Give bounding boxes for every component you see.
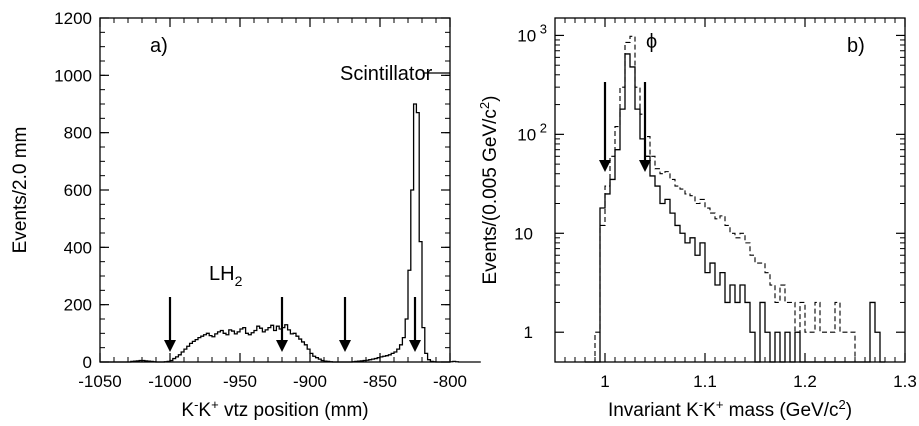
x-tick-label-a: -950 xyxy=(223,372,257,391)
y-tick-label-b: 10 2 xyxy=(517,120,547,144)
ylabel-b-sup: 2 xyxy=(477,102,492,109)
x-tick-label-a: -800 xyxy=(433,372,467,391)
cut-arrowhead-b xyxy=(599,160,611,172)
xlabel-b-end: ) xyxy=(846,400,852,421)
xlabel-a-sup2: + xyxy=(211,397,219,412)
x-axis-title-b: Invariant K-K+ mass (GeV/c2) xyxy=(608,397,852,421)
y-tick-label-a: 1000 xyxy=(54,66,92,85)
y-axis-title-b: Events/(0.005 GeV/c2) xyxy=(477,96,501,285)
xlabel-b-post: mass (GeV/c xyxy=(723,400,838,421)
x-tick-label-b: 1 xyxy=(600,372,609,391)
annotation-lh2: LH2 xyxy=(209,263,243,289)
x-tick-label-a: -850 xyxy=(363,372,397,391)
y-tick-exp-b: 2 xyxy=(536,120,547,135)
y-tick-exp-b: 3 xyxy=(536,21,547,36)
histogram-vtz xyxy=(100,103,481,363)
x-tick-label-b: 1.1 xyxy=(693,372,717,391)
panel-a: -1050 -1000 -950 -900 -850 -80002004006008001… xyxy=(10,9,481,421)
y-tick-label-a: 800 xyxy=(64,124,92,143)
y-tick-label-b: 1 xyxy=(524,323,533,342)
panel-label-b: b) xyxy=(847,35,865,57)
xlabel-b-mid: K xyxy=(703,400,716,421)
y-tick-label-a: 400 xyxy=(64,238,92,257)
ylabel-b-end: ) xyxy=(480,96,501,102)
x-axis-title-a: K-K+ vtz position (mm) xyxy=(181,397,368,421)
histogram-mass-dashed xyxy=(585,35,885,363)
xlabel-a-mid: K xyxy=(198,400,211,421)
lh2-sub: 2 xyxy=(235,273,243,289)
cut-arrowhead-a xyxy=(164,340,176,352)
lh2-base: LH xyxy=(209,263,235,285)
cut-arrowhead-b xyxy=(639,160,651,172)
cut-arrowhead-a xyxy=(276,340,288,352)
annotation-scintillator: Scintillator xyxy=(340,63,433,85)
plot-frame-b xyxy=(554,17,906,363)
x-tick-label-a: -1000 xyxy=(148,372,191,391)
y-tick-label-a: 200 xyxy=(64,296,92,315)
x-tick-label-b: 1.2 xyxy=(793,372,817,391)
x-tick-label-a: -900 xyxy=(293,372,327,391)
histogram-mass-solid xyxy=(585,53,885,363)
cut-arrowhead-a xyxy=(409,340,421,352)
cut-arrows-a xyxy=(164,72,450,352)
y-tick-base-b: 10 xyxy=(517,125,536,144)
xlabel-a-sup1: - xyxy=(194,397,198,412)
x-tick-label-b: 1.3 xyxy=(893,372,917,391)
y-tick-base-b: 1 xyxy=(524,323,533,342)
y-tick-label-a: 0 xyxy=(83,353,92,372)
ticks-a: -1050 -1000 -950 -900 -850 -800 0 200 400 600 800 1… xyxy=(54,9,467,391)
y-axis-title-a: Events/2.0 mm xyxy=(10,127,31,254)
y-tick-label-a: 600 xyxy=(64,181,92,200)
panel-label-a: a) xyxy=(150,35,168,57)
cut-arrows-b xyxy=(599,82,651,172)
xlabel-b-pre: Invariant K xyxy=(608,400,699,421)
x-tick-label-a: -1050 xyxy=(78,372,121,391)
xlabel-b-sup2: + xyxy=(716,397,724,412)
ylabel-b-pre: Events/(0.005 GeV/c xyxy=(480,109,501,284)
y-tick-base-b: 10 xyxy=(517,26,536,45)
xlabel-a-pre: K xyxy=(181,400,194,421)
xlabel-a-post: vtz position (mm) xyxy=(219,400,369,421)
cut-arrowhead-a xyxy=(339,340,351,352)
y-tick-label-b: 10 3 xyxy=(517,21,547,45)
y-tick-label-b: 10 xyxy=(514,224,533,243)
y-tick-base-b: 10 xyxy=(514,224,533,243)
y-tick-label-a: 1200 xyxy=(54,9,92,28)
xlabel-b-sup3: 2 xyxy=(838,397,845,412)
phi-label: ϕ xyxy=(646,31,657,53)
xlabel-b-sup1: - xyxy=(699,397,703,412)
